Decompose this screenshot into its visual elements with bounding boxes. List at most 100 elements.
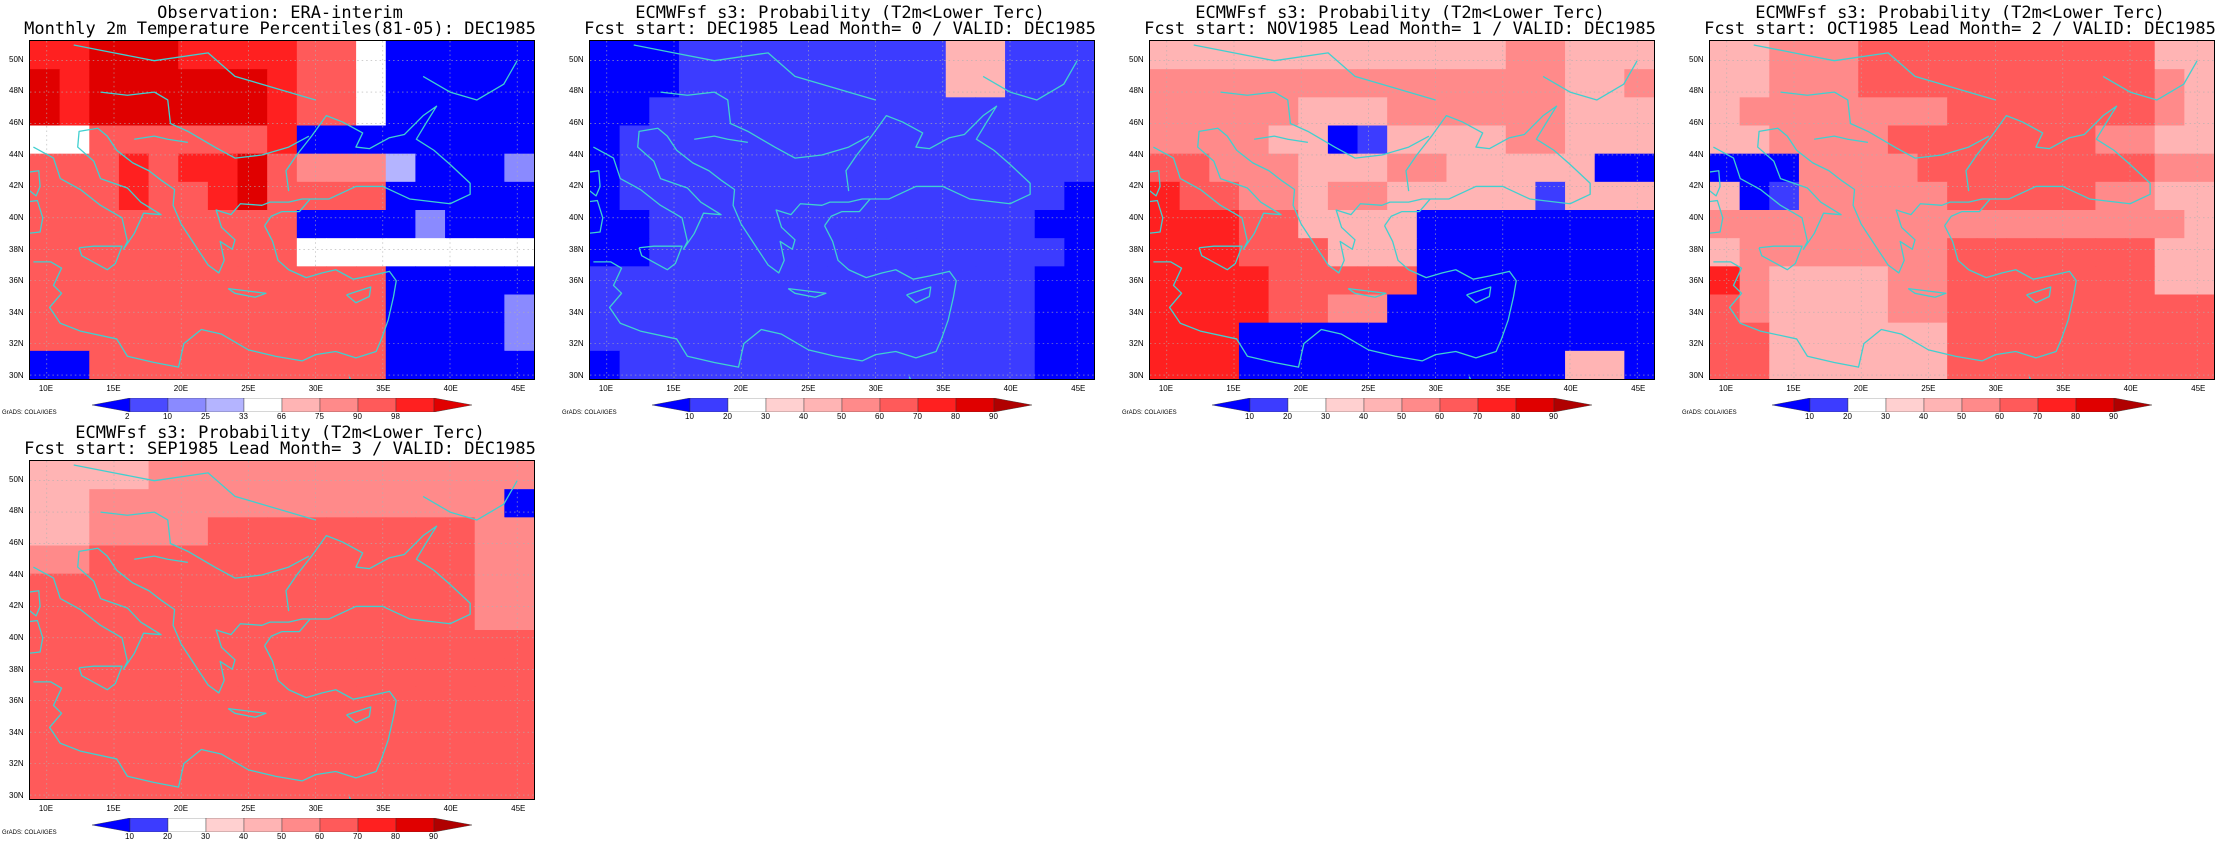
longitude-label: 10E	[1718, 384, 1734, 393]
grid-cell	[415, 601, 446, 631]
grid-cell	[2006, 210, 2037, 239]
grid-cell	[1947, 153, 1978, 183]
grid-cell	[1505, 210, 1537, 239]
grid-cell	[945, 238, 977, 267]
longitude-label: 15E	[666, 384, 681, 393]
grid-cell	[267, 742, 298, 772]
colorbar-tick-label: 90	[2109, 412, 2118, 421]
grid-cell	[975, 350, 1006, 379]
grid-cell	[2095, 153, 2126, 183]
panel-title-line1: Observation: ERA-interim	[157, 3, 403, 23]
grid-cell	[1268, 69, 1299, 98]
grid-cell	[1917, 97, 1948, 127]
latitude-label: 40N	[1129, 212, 1144, 222]
grid-cell	[1917, 210, 1948, 239]
grid-cell	[30, 69, 61, 98]
grid-cell	[2184, 41, 2214, 70]
coastline	[30, 619, 44, 654]
grid-cell	[504, 630, 534, 659]
colorbar-swatch	[281, 398, 321, 412]
latitude-label: 30N	[9, 371, 24, 381]
colorbar-tick-label: 20	[723, 412, 732, 421]
grid-cell	[1476, 322, 1507, 352]
coastline	[346, 706, 372, 724]
grid-cell	[445, 294, 476, 324]
latitude-label: 32N	[1689, 339, 1704, 349]
grid-cell	[1446, 41, 1477, 70]
grid-cell	[474, 630, 505, 659]
latitude-label: 48N	[9, 86, 24, 96]
grid-cell	[797, 238, 828, 267]
latitude-label: 46N	[9, 538, 24, 548]
grid-cell	[504, 41, 534, 70]
grid-cell	[1476, 294, 1507, 324]
grid-cell	[1150, 125, 1181, 155]
grid-cell	[385, 517, 417, 547]
grid-cell	[1710, 210, 1741, 239]
grid-cell	[474, 714, 505, 744]
grid-cell	[59, 742, 90, 772]
colorbar-swatch	[205, 398, 245, 412]
grid-cell	[445, 770, 476, 799]
grid-cell	[385, 322, 417, 352]
colorbar-swatch	[129, 818, 169, 832]
latitude-label: 40N	[569, 212, 584, 222]
grid-cell	[1976, 41, 2008, 70]
grid-cell	[708, 41, 739, 70]
coastline	[1405, 105, 1591, 205]
grid-cell	[385, 181, 417, 211]
grid-cell	[590, 322, 621, 352]
grid-cell	[1887, 294, 1919, 324]
grid-cell	[356, 153, 387, 183]
grid-cell	[1887, 210, 1919, 239]
grid-cell	[1327, 350, 1359, 379]
grid-cell	[326, 69, 357, 98]
grid-cell	[296, 210, 328, 239]
grid-cell	[1710, 350, 1741, 379]
longitude-label: 40E	[443, 384, 458, 393]
grid-cell	[1858, 97, 1889, 127]
map-frame	[29, 460, 535, 800]
grid-cell	[89, 294, 120, 324]
grid-cell	[59, 714, 90, 744]
latitude-label: 30N	[1689, 371, 1704, 381]
grid-cell	[356, 69, 387, 98]
grid-cell	[178, 489, 209, 518]
grid-cell	[1238, 322, 1270, 352]
grid-cell	[590, 41, 621, 70]
grid-cell	[148, 238, 179, 267]
longitude-label: 15E	[106, 384, 121, 393]
colorbar-tick-label: 90	[1549, 412, 1558, 421]
colorbar-tick-label: 20	[1843, 412, 1852, 421]
grid-cell	[267, 322, 298, 352]
coastline	[264, 198, 311, 227]
grid-cell	[916, 294, 947, 324]
coastline	[227, 287, 267, 298]
colorbar-tick-label: 30	[1321, 412, 1330, 421]
grid-cell	[1535, 266, 1566, 296]
grid-cell	[1565, 125, 1596, 155]
grid-cell	[886, 41, 917, 70]
grid-cell	[916, 322, 947, 352]
grid-cell	[1535, 41, 1566, 70]
grid-cell	[1624, 350, 1654, 379]
grid-cell	[415, 573, 446, 603]
grid-cell	[504, 210, 534, 239]
colorbar-swatch	[803, 398, 843, 412]
colorbar-tick-label: 50	[277, 832, 286, 841]
colorbar-tick-label: 10	[1245, 412, 1254, 421]
grid-cell	[2125, 322, 2156, 352]
grid-cell	[89, 41, 120, 70]
grid-cell	[504, 97, 534, 127]
latitude-label: 30N	[569, 371, 584, 381]
latitude-label: 44N	[1689, 149, 1704, 159]
colorbar-tick-label: 60	[315, 832, 324, 841]
grid-cell	[1624, 41, 1654, 70]
colorbar-tick-label: 33	[239, 412, 248, 421]
grid-cell	[975, 97, 1006, 127]
grid-cell	[474, 658, 505, 687]
grid-cell	[590, 238, 621, 267]
grid-cell	[237, 125, 268, 155]
grid-cell	[2184, 125, 2214, 155]
grid-cell	[356, 545, 387, 575]
